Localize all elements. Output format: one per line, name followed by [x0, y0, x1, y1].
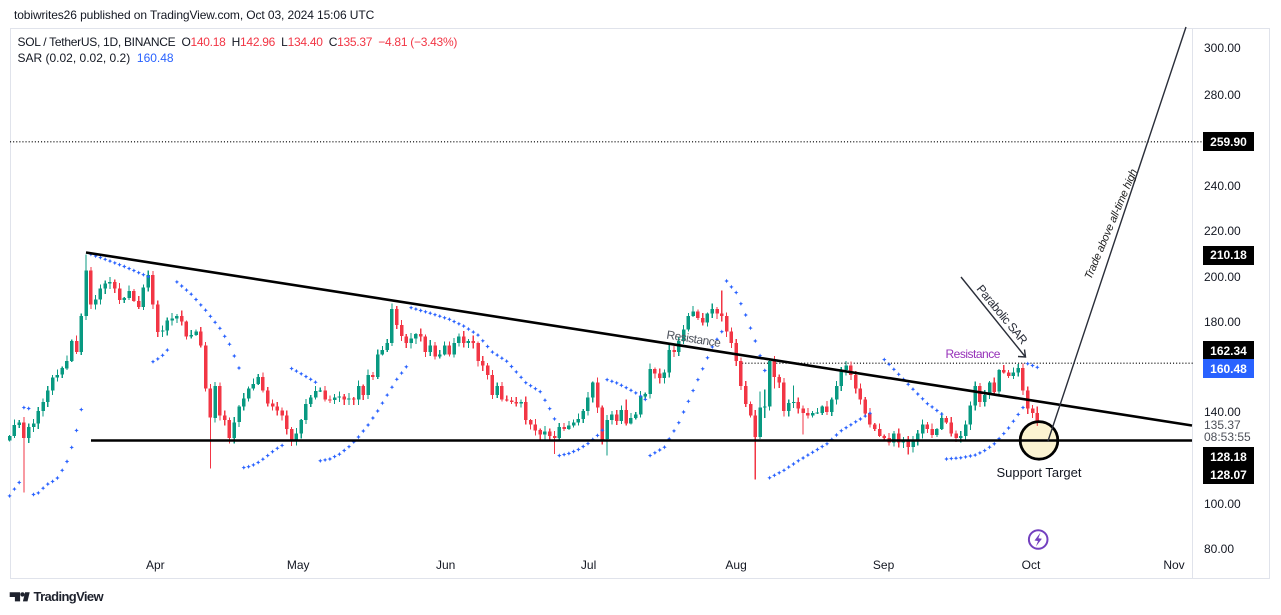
svg-text:Resistance: Resistance	[946, 347, 1001, 361]
svg-text:Support Target: Support Target	[996, 465, 1081, 480]
svg-text:TradingView: TradingView	[34, 589, 105, 604]
